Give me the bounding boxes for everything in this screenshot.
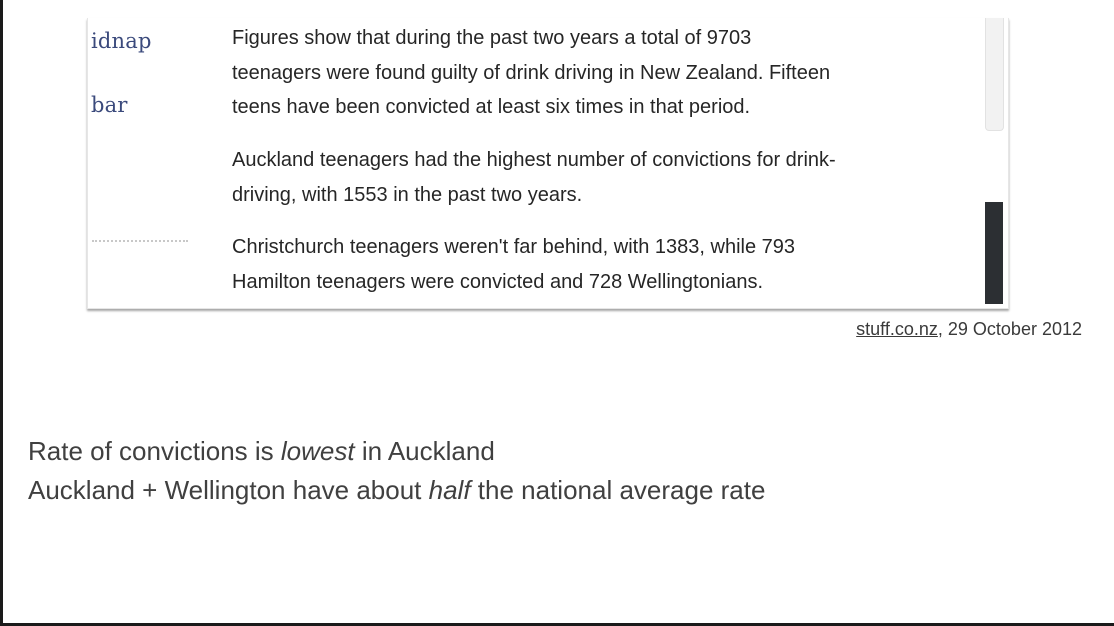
paragraph-line: Auckland teenagers had the highest numbe… [232, 149, 836, 171]
paragraph-line: Figures show that during the past two ye… [232, 27, 752, 49]
paragraph-line: Christchurch teenagers weren't far behin… [232, 236, 796, 258]
scrollbar-thumb[interactable] [985, 202, 1003, 304]
scrollbar-track[interactable] [985, 18, 1004, 131]
article-clipping: idnap bar Figures show that during the p… [87, 18, 1009, 309]
paragraph-line: teenagers were found guilty of drink dri… [232, 61, 831, 84]
sidebar-link-bar[interactable]: bar [91, 93, 128, 117]
article-paragraph: Christchurch teenagers weren't far behin… [232, 230, 972, 299]
emphasis: half [428, 475, 471, 505]
note-line: Rate of convictions is lowest in Aucklan… [28, 436, 495, 466]
paragraph-line: driving, with 1553 in the past two years… [232, 183, 583, 206]
slide-notes: Rate of convictions is lowest in Aucklan… [28, 432, 765, 510]
source-link[interactable]: stuff.co.nz [856, 319, 938, 339]
article-paragraph: Auckland teenagers had the highest numbe… [232, 143, 972, 212]
sidebar-link-kidnap[interactable]: idnap [91, 29, 152, 53]
source-date: , 29 October 2012 [937, 319, 1082, 339]
source-citation: stuff.co.nz, 29 October 2012 [856, 319, 1082, 340]
note-line: Auckland + Wellington have about half th… [28, 475, 766, 505]
emphasis: lowest [280, 436, 355, 466]
article-paragraph: Figures show that during the past two ye… [232, 21, 972, 125]
dotted-divider [92, 240, 188, 242]
paragraph-line: Hamilton teenagers were convicted and 72… [232, 270, 764, 293]
paragraph-line: teens have been convicted at least six t… [232, 96, 751, 118]
